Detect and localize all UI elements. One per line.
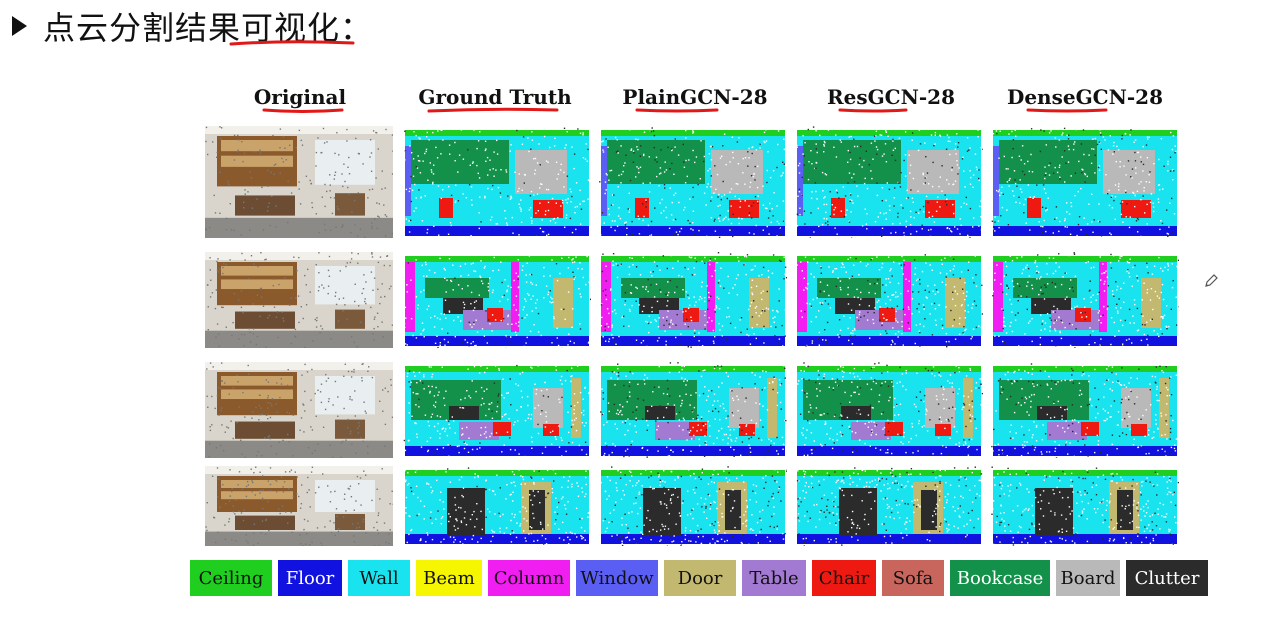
- legend-item-sofa: Sofa: [882, 560, 944, 596]
- pen-cursor-icon: [1205, 274, 1218, 287]
- legend-item-door: Door: [664, 560, 736, 596]
- cell-densegcn-row-2: [991, 252, 1179, 348]
- column-header-resgcn: ResGCN-28: [826, 85, 956, 109]
- header-underline-annotation: [262, 108, 344, 113]
- column-header-densegcn: DenseGCN-28: [1006, 85, 1163, 109]
- legend-item-floor: Floor: [278, 560, 342, 596]
- arrow-bullet-icon: [12, 16, 27, 36]
- cell-ground-truth-row-1: [403, 126, 591, 238]
- legend-item-bookcase: Bookcase: [950, 560, 1050, 596]
- cell-resgcn-row-3: [795, 362, 983, 458]
- column-header-ground-truth: Ground Truth: [418, 85, 572, 109]
- legend-item-chair: Chair: [812, 560, 876, 596]
- cell-plaingcn-row-3: [599, 362, 787, 458]
- title-underline-annotation: [229, 40, 355, 46]
- header-underline-annotation: [635, 108, 719, 113]
- legend-item-board: Board: [1056, 560, 1120, 596]
- legend-item-wall: Wall: [348, 560, 410, 596]
- cell-plaingcn-row-4: [599, 466, 787, 546]
- cell-original-row-4: [205, 466, 393, 546]
- legend-item-window: Window: [576, 560, 658, 596]
- legend-item-ceiling: Ceiling: [190, 560, 272, 596]
- cell-densegcn-row-4: [991, 466, 1179, 546]
- column-header-original: Original: [253, 85, 347, 109]
- cell-ground-truth-row-2: [403, 252, 591, 348]
- header-underline-annotation: [427, 107, 559, 113]
- cell-resgcn-row-1: [795, 126, 983, 238]
- legend-item-table: Table: [742, 560, 806, 596]
- cell-ground-truth-row-4: [403, 466, 591, 546]
- cell-ground-truth-row-3: [403, 362, 591, 458]
- class-legend: Ceiling Floor Wall Beam Column Window Door Tabl…: [190, 560, 1208, 596]
- cell-original-row-3: [205, 362, 393, 458]
- cell-densegcn-row-3: [991, 362, 1179, 458]
- cell-original-row-2: [205, 252, 393, 348]
- header-underline-annotation: [1026, 108, 1108, 113]
- cell-plaingcn-row-1: [599, 126, 787, 238]
- cell-original-row-1: [205, 126, 393, 238]
- cell-plaingcn-row-2: [599, 252, 787, 348]
- cell-densegcn-row-1: [991, 126, 1179, 238]
- cell-resgcn-row-2: [795, 252, 983, 348]
- cell-resgcn-row-4: [795, 466, 983, 546]
- header-underline-annotation: [838, 108, 908, 113]
- legend-item-beam: Beam: [416, 560, 482, 596]
- column-header-plaingcn: PlainGCN-28: [622, 85, 768, 109]
- legend-item-clutter: Clutter: [1126, 560, 1208, 596]
- legend-item-column: Column: [488, 560, 570, 596]
